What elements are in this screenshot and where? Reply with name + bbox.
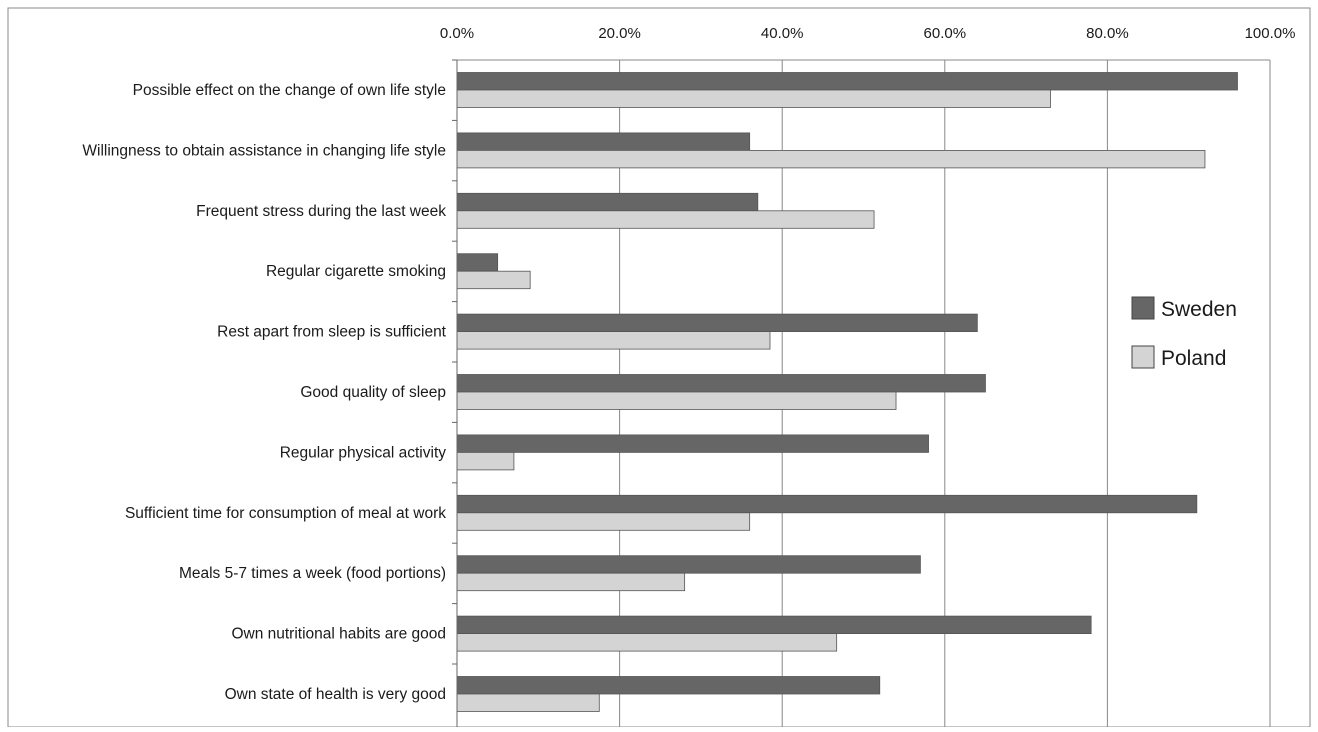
category-label: Meals 5-7 times a week (food portions) (179, 565, 446, 582)
category-labels: Possible effect on the change of own lif… (82, 59, 457, 703)
bar-poland (456, 270, 531, 290)
category-label: Regular cigarette smoking (266, 263, 446, 280)
bar-sweden (456, 434, 929, 453)
bar-sweden (456, 132, 751, 151)
x-axis: 0.0% 20.0% 40.0% 60.0% 80.0% 100.0% (440, 25, 1296, 61)
bar-poland (456, 693, 600, 712)
bar-poland (456, 451, 515, 471)
category-label: Own nutritional habits are good (231, 626, 446, 643)
legend-swatch-poland (1131, 345, 1155, 369)
x-tick-label: 60.0% (924, 25, 967, 42)
bar-sweden (456, 494, 1198, 514)
bar-poland (456, 210, 875, 229)
category-label: Good quality of sleep (300, 384, 446, 401)
bar-poland (456, 149, 1206, 169)
x-tick-label: 40.0% (761, 25, 804, 42)
bar-poland (456, 391, 897, 410)
bar-sweden (456, 253, 499, 272)
bar-sweden (456, 192, 759, 212)
bar-sweden (456, 72, 1238, 91)
bar-poland (456, 572, 686, 592)
category-label: Frequent stress during the last week (196, 203, 446, 220)
category-label: Rest apart from sleep is sufficient (217, 324, 447, 341)
bar-sweden (456, 374, 986, 393)
bars (456, 72, 1238, 712)
legend-label-poland: Poland (1161, 347, 1226, 370)
legend: Sweden Poland (1131, 296, 1237, 370)
bar-sweden (456, 555, 921, 574)
bar-poland (456, 331, 771, 350)
bar-sweden (456, 676, 881, 695)
x-tick-label: 100.0% (1245, 25, 1296, 42)
category-label: Own state of health is very good (225, 686, 446, 703)
chart-border (7, 7, 1311, 728)
x-tick-label: 80.0% (1086, 25, 1129, 42)
legend-swatch-sweden (1131, 296, 1155, 320)
category-label: Regular physical activity (280, 444, 447, 461)
x-tick-label: 0.0% (440, 25, 474, 42)
bar-poland (456, 89, 1051, 108)
category-label: Sufficient time for consumption of meal … (125, 505, 446, 522)
x-tick-label: 20.0% (598, 25, 641, 42)
bar-poland (456, 512, 751, 531)
bar-poland (456, 633, 838, 652)
category-label: Possible effect on the change of own lif… (133, 82, 446, 99)
legend-label-sweden: Sweden (1161, 298, 1237, 321)
category-label: Willingness to obtain assistance in chan… (82, 142, 446, 159)
bar-sweden (456, 313, 978, 333)
bar-sweden (456, 615, 1092, 634)
